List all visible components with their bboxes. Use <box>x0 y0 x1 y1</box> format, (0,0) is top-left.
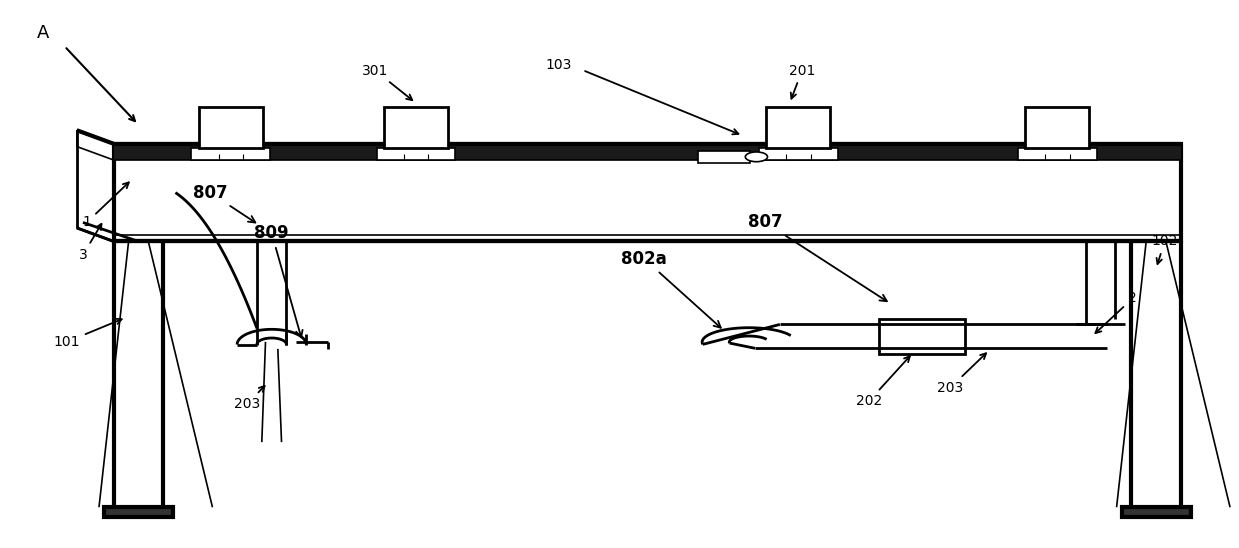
Bar <box>1026 107 1089 148</box>
Text: 802a: 802a <box>621 250 721 328</box>
Circle shape <box>746 152 767 162</box>
Bar <box>114 144 1181 160</box>
Text: 101: 101 <box>53 319 121 349</box>
Text: 203: 203 <box>937 353 986 395</box>
Bar <box>758 148 838 160</box>
Bar <box>699 151 751 163</box>
Text: 102: 102 <box>1151 235 1178 264</box>
Text: 103: 103 <box>545 58 572 72</box>
Bar <box>377 148 456 160</box>
Text: 3: 3 <box>78 224 102 262</box>
Bar <box>878 319 965 354</box>
Text: 809: 809 <box>254 224 302 337</box>
Text: 807: 807 <box>193 184 255 222</box>
Bar <box>1018 148 1097 160</box>
Bar <box>104 507 173 517</box>
Text: 202: 202 <box>856 356 909 408</box>
Bar <box>114 144 1181 242</box>
Text: 1: 1 <box>82 182 129 230</box>
Text: 201: 201 <box>789 64 815 99</box>
Bar <box>384 107 449 148</box>
Bar <box>766 107 830 148</box>
Text: 2: 2 <box>1095 292 1137 333</box>
Bar <box>199 107 263 148</box>
Bar <box>1121 507 1191 517</box>
Text: 301: 301 <box>362 64 413 100</box>
Bar <box>192 148 270 160</box>
Text: A: A <box>37 24 50 42</box>
Text: 203: 203 <box>234 386 265 411</box>
Text: 807: 807 <box>747 214 887 301</box>
